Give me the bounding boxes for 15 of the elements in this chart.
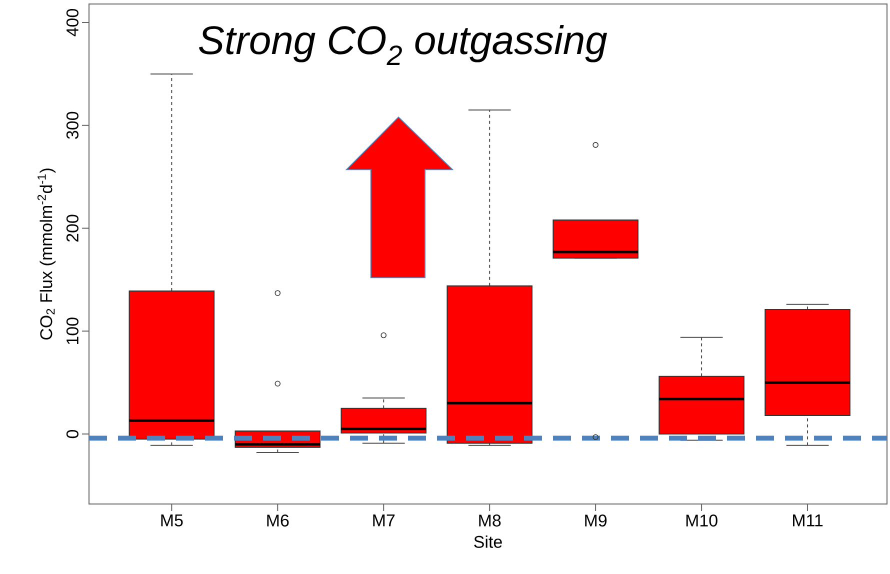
x-tick-label: M5 — [161, 514, 183, 526]
x-tick-label: M11 — [793, 514, 823, 526]
y-tick-label: 0 — [66, 430, 78, 438]
x-tick-label: M8 — [479, 514, 501, 527]
x-tick-label: M10 — [686, 514, 718, 527]
y-tick-label: 300 — [66, 112, 78, 139]
annotation: Strong CO$_{2}$ outgassing — [198, 25, 608, 65]
x-axis-title: Site — [474, 535, 502, 548]
x-tick-label: M9 — [585, 514, 607, 527]
y-axis-title: CO$_{2}$ Flux (mmolm$^{-2}$d$^{-1}$) — [37, 168, 56, 340]
x-tick-label: M7 — [373, 514, 395, 526]
y-tick-label: 100 — [66, 318, 78, 344]
x-tick-label: M6 — [267, 514, 289, 527]
y-tick-label: 400 — [66, 8, 78, 36]
y-tick-label: 200 — [66, 214, 78, 242]
